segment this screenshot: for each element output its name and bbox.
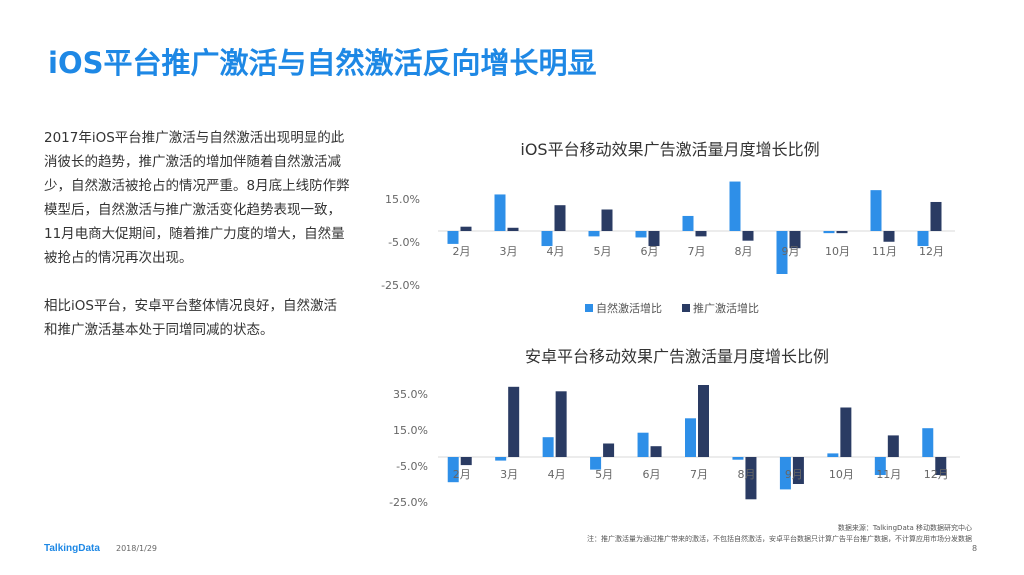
- x-tick-label: 8月: [737, 468, 755, 481]
- x-tick-label: 10月: [825, 245, 850, 258]
- legend-label: 推广激活增比: [693, 301, 759, 315]
- natural-bar-6: [685, 418, 696, 457]
- y-tick-label: -25.0%: [381, 279, 420, 292]
- natural-bar-7: [729, 181, 741, 231]
- promo-bar-10: [883, 231, 895, 242]
- body-text: 2017年iOS平台推广激活与自然激活出现明显的此消彼长的趋势，推广激活的增加伴…: [44, 126, 350, 366]
- promo-bar-9: [840, 407, 852, 457]
- natural-bar-3: [541, 231, 553, 247]
- promo-bar-7: [742, 231, 754, 241]
- x-tick-label: 7月: [688, 245, 706, 258]
- paragraph-android: 相比iOS平台，安卓平台整体情况良好，自然激活和推广激活基本处于同增同减的状态。: [44, 298, 337, 338]
- promo-bar-4: [603, 443, 615, 457]
- slide-title: iOS平台推广激活与自然激活反向增长明显: [48, 46, 597, 80]
- promo-bar-5: [648, 231, 660, 247]
- page-number: 8: [972, 544, 978, 553]
- promo-bar-1: [460, 226, 472, 231]
- x-tick-label: 5月: [594, 245, 612, 258]
- x-tick-label: 3月: [500, 468, 518, 481]
- natural-bar-2: [494, 194, 506, 231]
- promo-bar-7: [745, 457, 757, 500]
- x-tick-label: 12月: [924, 468, 949, 481]
- promo-bar-8: [789, 231, 801, 249]
- y-tick-label: -25.0%: [389, 496, 428, 509]
- x-tick-label: 2月: [453, 245, 471, 258]
- chart-title: iOS平台移动效果广告激活量月度增长比例: [520, 140, 819, 159]
- promo-bar-3: [554, 205, 566, 231]
- natural-bar-1: [447, 457, 459, 483]
- legend-swatch: [682, 304, 690, 312]
- natural-bar-9: [823, 231, 835, 234]
- natural-bar-11: [917, 231, 929, 247]
- promo-bar-9: [836, 231, 848, 234]
- y-tick-label: 15.0%: [393, 424, 428, 437]
- x-tick-label: 11月: [876, 468, 901, 481]
- natural-bar-7: [732, 457, 744, 460]
- x-tick-label: 2月: [453, 468, 471, 481]
- x-tick-label: 7月: [690, 468, 708, 481]
- promo-bar-8: [792, 457, 804, 484]
- natural-bar-11: [922, 428, 934, 457]
- promo-bar-2: [508, 386, 520, 457]
- legend-swatch: [585, 304, 593, 312]
- x-tick-label: 12月: [919, 245, 944, 258]
- natural-bar-8: [779, 457, 791, 490]
- x-tick-label: 8月: [735, 245, 753, 258]
- x-tick-label: 11月: [872, 245, 897, 258]
- y-tick-label: -5.0%: [396, 460, 428, 473]
- promo-bar-11: [935, 457, 947, 475]
- promo-bar-1: [460, 457, 472, 466]
- natural-bar-4: [590, 457, 602, 470]
- natural-bar-6: [682, 215, 694, 231]
- source-line: 数据来源：TalkingData 移动数据研究中心: [837, 524, 972, 532]
- x-tick-label: 9月: [785, 468, 803, 481]
- natural-bar-9: [827, 453, 839, 457]
- promo-bar-2: [507, 227, 519, 231]
- promo-bar-6: [698, 385, 709, 457]
- natural-bar-8: [776, 231, 788, 274]
- x-tick-label: 5月: [595, 468, 613, 481]
- natural-bar-3: [542, 437, 554, 457]
- x-tick-label: 4月: [547, 245, 565, 258]
- natural-bar-4: [588, 231, 600, 237]
- promo-bar-6: [695, 231, 707, 237]
- legend-label: 自然激活增比: [596, 301, 662, 315]
- promo-bar-3: [555, 391, 567, 457]
- x-tick-label: 3月: [500, 245, 518, 258]
- footer-date: 2018/1/29: [116, 544, 158, 553]
- promo-bar-10: [887, 435, 899, 457]
- y-tick-label: 35.0%: [393, 388, 428, 401]
- x-tick-label: 6月: [641, 245, 659, 258]
- paragraph-ios: 2017年iOS平台推广激活与自然激活出现明显的此消彼长的趋势，推广激活的增加伴…: [44, 130, 350, 266]
- brand-logo: TalkingData: [44, 543, 100, 554]
- x-tick-label: 10月: [829, 468, 854, 481]
- promo-bar-4: [601, 209, 613, 231]
- promo-bar-11: [930, 201, 942, 231]
- natural-bar-5: [637, 432, 649, 457]
- natural-bar-10: [874, 457, 886, 475]
- natural-bar-10: [870, 190, 882, 231]
- x-tick-label: 4月: [548, 468, 566, 481]
- promo-bar-5: [650, 446, 662, 457]
- x-tick-label: 9月: [782, 245, 800, 258]
- footnote-line: 注：推广激活量为通过推广带来的激活，不包括自然激活，安卓平台数据只计算广告平台推…: [587, 535, 972, 543]
- natural-bar-1: [447, 231, 459, 244]
- x-tick-label: 6月: [643, 468, 661, 481]
- source-note: 数据来源：TalkingData 移动数据研究中心 注：推广激活量为通过推广带来…: [587, 523, 972, 545]
- natural-bar-2: [495, 457, 507, 461]
- y-tick-label: 15.0%: [385, 193, 420, 206]
- natural-bar-5: [635, 231, 647, 238]
- y-tick-label: -5.0%: [388, 236, 420, 249]
- chart-title: 安卓平台移动效果广告激活量月度增长比例: [525, 347, 829, 366]
